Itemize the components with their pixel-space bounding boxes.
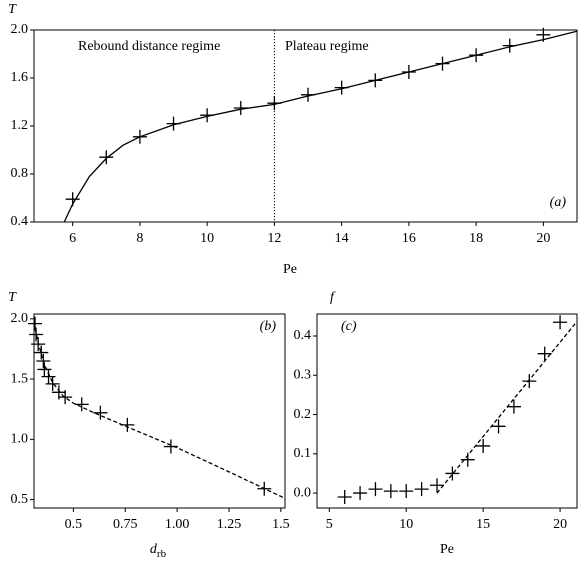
axes-frame bbox=[33, 29, 578, 223]
x-tick-label: 10 bbox=[399, 517, 413, 532]
x-label-main: Pe bbox=[283, 262, 297, 277]
data-point bbox=[522, 374, 537, 389]
x-axis-label: Pe bbox=[440, 542, 454, 557]
y-tick-label: 0.3 bbox=[294, 367, 312, 382]
annotation: (a) bbox=[550, 195, 567, 210]
x-label-main: d bbox=[150, 542, 158, 557]
y-tick-label: 1.2 bbox=[11, 118, 29, 133]
x-tick-label: 8 bbox=[136, 231, 143, 246]
data-point bbox=[476, 438, 491, 453]
x-tick-label: 1.00 bbox=[165, 517, 190, 532]
annotation: Rebound distance regime bbox=[78, 39, 220, 54]
x-tick-label: 0.5 bbox=[65, 517, 83, 532]
annotation: Plateau regime bbox=[285, 39, 369, 54]
data-point bbox=[368, 482, 383, 497]
x-tick-label: 1.5 bbox=[272, 517, 290, 532]
x-tick-label: 12 bbox=[267, 231, 281, 246]
x-label-sub: rb bbox=[157, 548, 167, 560]
data-point bbox=[383, 484, 398, 499]
data-point bbox=[414, 482, 429, 497]
data-point bbox=[337, 490, 352, 505]
y-tick-label: 0.8 bbox=[11, 166, 29, 181]
x-tick-label: 14 bbox=[335, 231, 349, 246]
data-point bbox=[506, 399, 521, 414]
x-tick-label: 6 bbox=[69, 231, 76, 246]
x-tick-label: 1.25 bbox=[217, 517, 242, 532]
data-point bbox=[74, 397, 89, 412]
annotation: (b) bbox=[260, 319, 277, 334]
x-label-main: Pe bbox=[440, 542, 454, 557]
data-point bbox=[430, 478, 444, 493]
y-tick-label: 0.1 bbox=[294, 446, 312, 461]
data-point bbox=[399, 484, 414, 499]
x-tick-label: 10 bbox=[200, 231, 214, 246]
data-point bbox=[445, 466, 460, 481]
y-tick-label: 0.4 bbox=[294, 328, 312, 343]
data-point bbox=[99, 150, 114, 165]
y-axis-label: f bbox=[330, 290, 336, 305]
data-point bbox=[537, 346, 552, 361]
axes-frame bbox=[33, 313, 286, 509]
y-tick-label: 0.5 bbox=[11, 492, 29, 507]
data-point bbox=[45, 376, 60, 391]
x-tick-label: 16 bbox=[402, 231, 416, 246]
y-axis-label: T bbox=[8, 2, 17, 17]
y-tick-label: 2.0 bbox=[11, 22, 29, 37]
data-point bbox=[41, 369, 56, 384]
data-point bbox=[491, 419, 506, 434]
fit-line bbox=[436, 321, 577, 494]
x-tick-label: 5 bbox=[326, 517, 333, 532]
y-axis-label: T bbox=[8, 290, 17, 305]
axes-frame bbox=[316, 313, 578, 509]
x-tick-label: 18 bbox=[469, 231, 483, 246]
x-axis-label: drb bbox=[150, 542, 167, 559]
y-tick-label: 1.6 bbox=[11, 70, 29, 85]
data-point bbox=[353, 486, 368, 501]
y-tick-label: 0.4 bbox=[11, 214, 29, 229]
data-point bbox=[37, 362, 52, 377]
annotation: (c) bbox=[341, 319, 357, 334]
data-point bbox=[553, 315, 568, 330]
x-tick-label: 20 bbox=[553, 517, 567, 532]
x-axis-label: Pe bbox=[283, 262, 297, 277]
y-tick-label: 1.0 bbox=[11, 432, 29, 447]
y-tick-label: 2.0 bbox=[11, 311, 29, 326]
x-tick-label: 20 bbox=[536, 231, 550, 246]
data-point bbox=[93, 405, 108, 420]
data-point bbox=[28, 316, 43, 331]
x-tick-label: 15 bbox=[476, 517, 490, 532]
x-tick-label: 0.75 bbox=[113, 517, 138, 532]
data-point bbox=[34, 345, 49, 360]
y-tick-label: 0.2 bbox=[294, 407, 312, 422]
y-tick-label: 0.0 bbox=[294, 485, 312, 500]
fit-line bbox=[34, 322, 285, 499]
data-point bbox=[51, 385, 66, 400]
y-tick-label: 1.5 bbox=[11, 371, 29, 386]
fit-line bbox=[63, 30, 577, 222]
